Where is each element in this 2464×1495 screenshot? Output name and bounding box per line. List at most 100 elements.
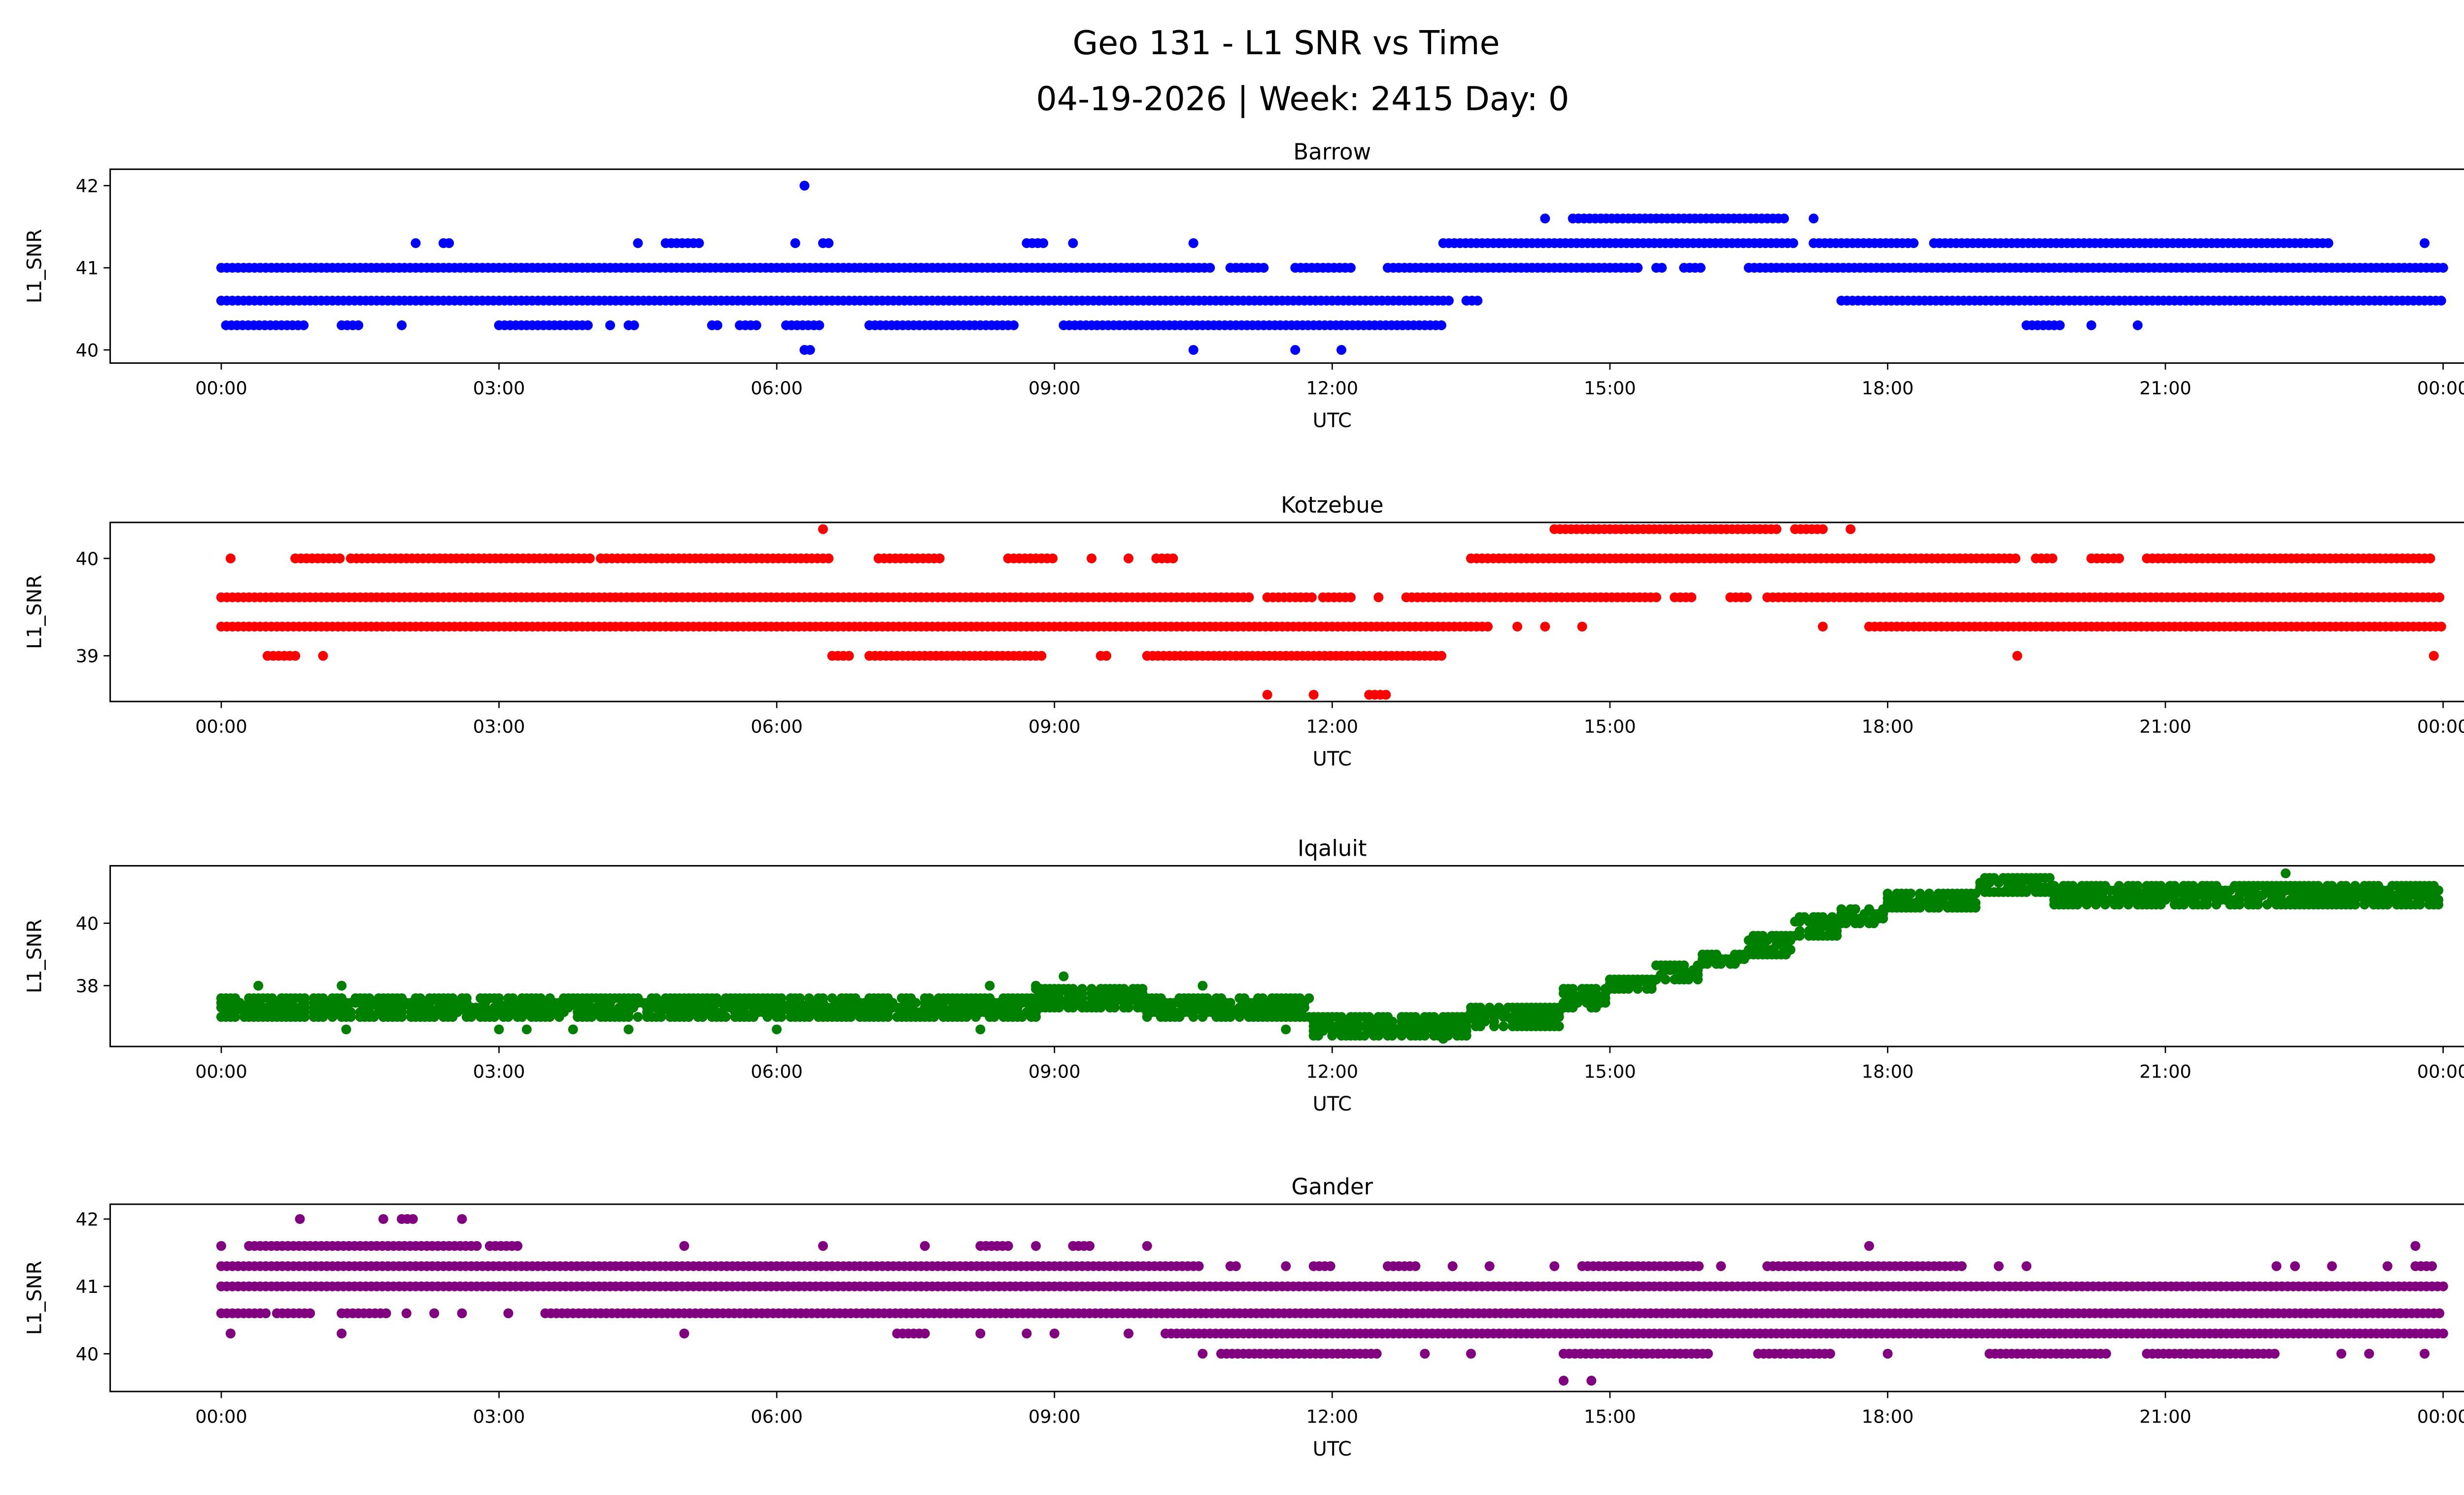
x-tick-label: 21:00 (2139, 716, 2191, 737)
data-point (790, 238, 800, 248)
y-tick-label: 39 (76, 646, 99, 667)
data-point (1436, 651, 1446, 661)
data-point (381, 1308, 391, 1319)
data-point (1205, 263, 1215, 273)
data-point (1633, 263, 1643, 273)
x-tick-label: 06:00 (751, 1061, 803, 1082)
data-point (1695, 263, 1706, 273)
data-point (1686, 592, 1697, 602)
x-tick-label: 00:00 (2417, 378, 2464, 399)
x-tick-label: 15:00 (1584, 1061, 1636, 1082)
data-point (568, 1024, 578, 1035)
data-point (1188, 345, 1198, 355)
data-point (1788, 238, 1798, 248)
data-point (261, 1308, 271, 1319)
data-point (1345, 263, 1356, 273)
data-point (2425, 553, 2435, 563)
data-point (1809, 213, 1819, 224)
axes-frame (109, 522, 2464, 702)
data-point (975, 1024, 986, 1035)
data-point (818, 993, 828, 1004)
data-point (1549, 1261, 1560, 1271)
data-point (461, 993, 472, 1004)
x-tick-label: 03:00 (473, 1061, 525, 1082)
data-point (1225, 998, 1235, 1008)
data-points (216, 180, 2448, 355)
data-point (1410, 1261, 1421, 1271)
x-tick-label: 03:00 (473, 716, 525, 737)
data-point (411, 238, 421, 248)
data-point (582, 320, 593, 330)
data-point (920, 1241, 930, 1251)
data-point (1036, 651, 1047, 661)
data-point (1906, 888, 1916, 899)
x-tick-label: 18:00 (1862, 1061, 1914, 1082)
data-point (605, 320, 616, 330)
x-axis-label: UTC (1313, 410, 1352, 432)
data-point (1077, 984, 1088, 994)
data-point (2434, 592, 2445, 602)
data-point (2323, 238, 2333, 248)
data-point (2410, 1241, 2421, 1251)
data-point (2054, 320, 2065, 330)
data-point (2132, 881, 2143, 891)
data-point (1443, 295, 1454, 306)
y-axis-label: L1_SNR (24, 575, 46, 649)
data-point (335, 553, 345, 563)
x-tick-label: 00:00 (195, 1061, 247, 1082)
data-point (1591, 984, 1601, 994)
data-points (216, 868, 2444, 1044)
data-point (1447, 1261, 1458, 1271)
data-point (1864, 1241, 1874, 1251)
data-point (814, 320, 824, 330)
data-point (1031, 1241, 1041, 1251)
data-point (1554, 1021, 1564, 1032)
data-point (679, 1241, 689, 1251)
data-point (1038, 238, 1049, 248)
y-tick-label: 40 (76, 340, 99, 361)
data-point (472, 1241, 482, 1251)
data-point (776, 993, 787, 1004)
y-axis-label: L1_SNR (24, 229, 46, 304)
data-point (1568, 984, 1578, 994)
data-point (503, 1308, 513, 1319)
data-point (429, 1308, 440, 1319)
data-point (2433, 885, 2444, 896)
data-point (1048, 553, 1058, 563)
data-point (494, 1024, 504, 1035)
data-point (1387, 1016, 1398, 1027)
data-point (1785, 944, 1796, 955)
x-tick-label: 18:00 (1862, 378, 1914, 399)
data-point (353, 320, 364, 330)
data-point (1850, 904, 1860, 914)
data-point (1846, 524, 1856, 534)
data-point (2010, 553, 2020, 563)
y-tick-label: 41 (76, 258, 99, 279)
data-point (1031, 980, 1041, 991)
data-point (2438, 1281, 2448, 1291)
data-point (1009, 320, 1019, 330)
data-points (216, 1214, 2448, 1386)
data-point (2433, 895, 2444, 905)
data-point (318, 651, 328, 661)
data-point (408, 1214, 418, 1224)
data-point (494, 993, 504, 1004)
data-point (1087, 553, 1097, 563)
subplot-title: Kotzebue (1281, 492, 1383, 518)
x-tick-label: 09:00 (1028, 1061, 1081, 1082)
data-point (805, 345, 815, 355)
data-point (1244, 592, 1254, 602)
data-point (1742, 592, 1752, 602)
data-point (1304, 993, 1314, 1004)
data-point (1262, 690, 1272, 700)
data-point (1540, 213, 1550, 224)
data-point (1679, 960, 1689, 971)
data-point (1085, 1241, 1095, 1251)
data-point (337, 980, 347, 991)
data-point (1281, 1261, 1291, 1271)
data-point (751, 320, 761, 330)
data-point (1306, 592, 1317, 602)
data-point (253, 980, 264, 991)
